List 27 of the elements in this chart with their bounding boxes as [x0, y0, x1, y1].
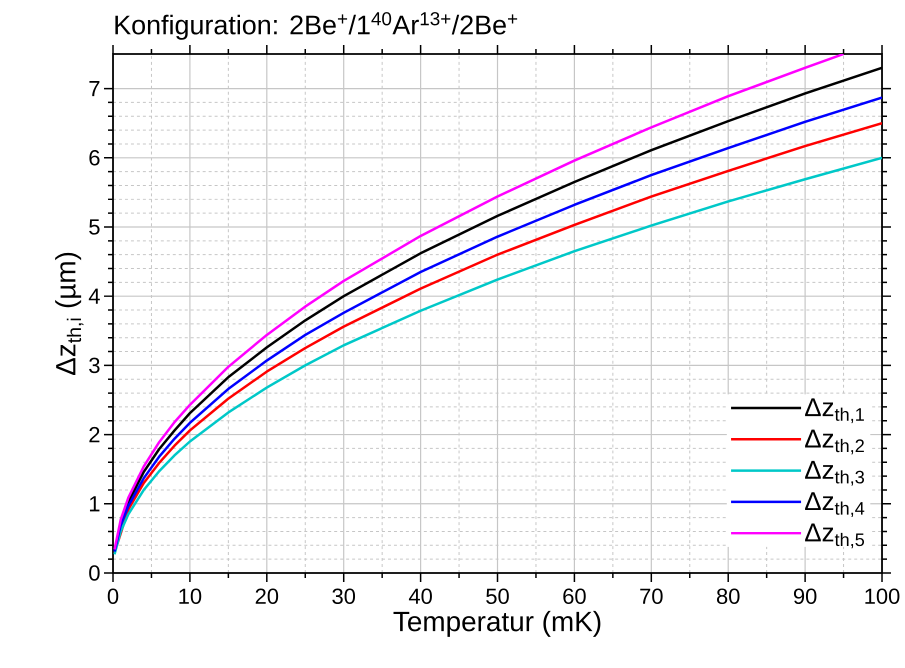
legend-label: Δz$_{th,5}$ — [805, 524, 864, 548]
x-tick-label: 80 — [716, 588, 740, 604]
x-tick-label: 50 — [486, 588, 509, 604]
legend-label: Δz$_{th,1}$ — [805, 398, 864, 424]
x-tick-label: 40 — [408, 588, 432, 604]
legend-label: Δz$_{th,2}$ — [805, 430, 864, 454]
x-tick-label: 70 — [640, 588, 663, 604]
y-tick-label: 6 — [89, 150, 100, 166]
y-tick-label: 4 — [88, 288, 100, 304]
y-tick-label: 7 — [89, 81, 100, 96]
legend-label: Δz$_{th,3}$ — [805, 460, 864, 486]
y-tick-label: 2 — [89, 426, 100, 442]
x-tick-label: 10 — [179, 588, 202, 604]
x-tick-label: 30 — [332, 588, 356, 604]
x-tick-label: 60 — [563, 588, 586, 604]
chart-title: Konfiguration: 2Be$^{+}$/1$^{40}$Ar$^{13+}$/2Be$^{+}$ — [115, 12, 518, 40]
x-tick-label: 100 — [865, 588, 900, 604]
legend-label: Δz$_{th,4}$ — [805, 492, 864, 517]
x-tick-label: 20 — [256, 588, 278, 604]
y-tick-label: 3 — [89, 358, 100, 374]
y-axis-title: Δz$_{th,i}$ (µm) — [55, 252, 84, 376]
x-tick-label: 0 — [108, 588, 118, 604]
y-tick-label: 5 — [89, 219, 100, 235]
y-tick-label: 0 — [89, 565, 100, 581]
y-tick-label: 1 — [90, 496, 100, 512]
x-tick-label: 90 — [794, 588, 816, 604]
x-axis-title: Temperatur (mK) — [394, 610, 600, 637]
